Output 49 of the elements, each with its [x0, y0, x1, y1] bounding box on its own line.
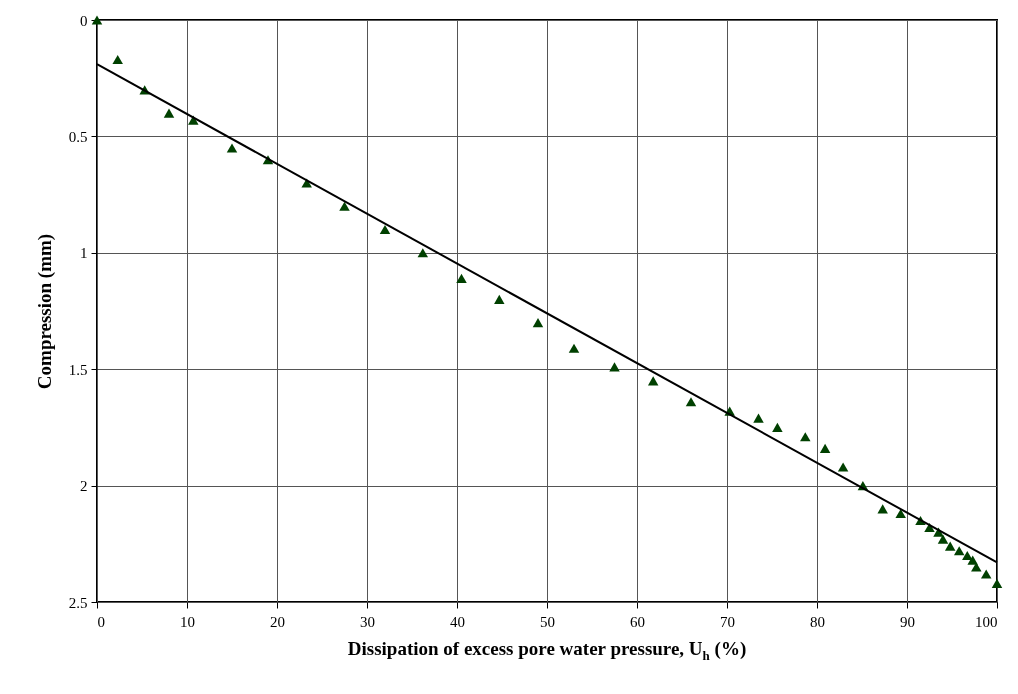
x-tick-label: 30 — [360, 613, 375, 630]
point — [456, 273, 467, 283]
y-tick-label: 2 — [80, 478, 88, 495]
point — [991, 578, 1003, 588]
point — [568, 343, 580, 353]
point — [226, 143, 238, 153]
x-tick-label: 50 — [540, 613, 555, 630]
x-axis-title: Dissipation of excess pore water pressure, U$_{h}$ (%) — [346, 638, 748, 664]
point — [980, 569, 992, 579]
point — [91, 15, 103, 25]
point — [967, 555, 978, 565]
x-tick-label: 60 — [630, 613, 645, 630]
point — [895, 509, 906, 519]
x-tick-label: 10 — [180, 613, 195, 630]
y-axis-title: Compression (mm) — [33, 233, 56, 390]
point — [417, 248, 429, 258]
point — [962, 550, 973, 560]
point — [163, 108, 175, 118]
point — [532, 318, 544, 328]
y-tick-label: 2.5 — [68, 594, 88, 611]
x-tick-label: 90 — [900, 613, 915, 630]
point — [379, 224, 391, 235]
point — [877, 504, 888, 514]
point — [609, 362, 620, 372]
point — [339, 201, 350, 211]
x-tick-label: 100 — [975, 613, 998, 630]
point — [944, 541, 956, 551]
point — [647, 376, 659, 386]
y-tick-label: 1 — [80, 245, 88, 262]
point — [971, 562, 982, 572]
point — [301, 178, 312, 188]
point — [800, 432, 811, 442]
y-tick-label: 0 — [80, 12, 88, 29]
x-tick-label: 20 — [270, 613, 285, 630]
point — [937, 534, 949, 544]
y-tick-label: 1.5 — [68, 361, 88, 378]
point — [772, 422, 783, 432]
x-tick-label: 80 — [810, 613, 825, 630]
x-tick-label: 70 — [720, 613, 735, 630]
point — [494, 294, 505, 304]
point — [837, 462, 849, 472]
point — [819, 443, 831, 453]
point — [953, 546, 965, 556]
y-tick-label: 0.5 — [68, 128, 88, 145]
point — [685, 397, 697, 407]
point — [753, 413, 764, 423]
point — [112, 55, 123, 65]
x-tick-label: 40 — [450, 613, 465, 630]
x-tick-label: 0 — [97, 613, 105, 630]
